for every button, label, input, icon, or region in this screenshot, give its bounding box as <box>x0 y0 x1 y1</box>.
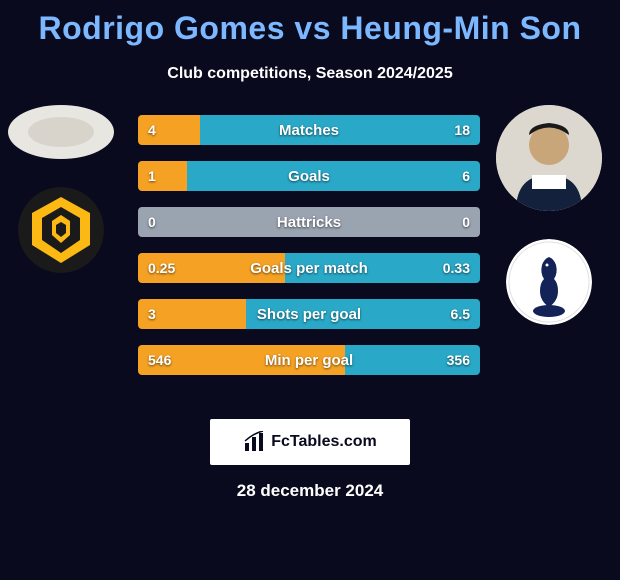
left-player-photo <box>8 105 114 159</box>
source-label: FcTables.com <box>271 433 377 451</box>
right-club-badge <box>506 239 592 325</box>
right-player-photo <box>496 105 602 211</box>
tottenham-badge-icon <box>506 239 592 325</box>
stat-bars-container: 418Matches 16Goals 00Hattricks 0.250.33Goal… <box>138 115 480 391</box>
player-silhouette-icon <box>26 115 96 149</box>
comparison-content: 418Matches 16Goals 00Hattricks 0.250.33Goal… <box>0 105 620 405</box>
stat-label: Matches <box>138 115 480 145</box>
stat-label: Goals per match <box>138 253 480 283</box>
wolves-badge-icon <box>18 187 104 273</box>
stat-label: Shots per goal <box>138 299 480 329</box>
left-player-column <box>8 105 114 273</box>
page-title: Rodrigo Gomes vs Heung-Min Son <box>0 0 620 47</box>
stat-row: 16Goals <box>138 161 480 191</box>
fctables-logo-icon <box>243 431 265 453</box>
stat-row: 00Hattricks <box>138 207 480 237</box>
stat-row: 546356Min per goal <box>138 345 480 375</box>
stat-row: 0.250.33Goals per match <box>138 253 480 283</box>
left-club-badge <box>18 187 104 273</box>
subtitle: Club competitions, Season 2024/2025 <box>0 65 620 83</box>
stat-row: 418Matches <box>138 115 480 145</box>
stat-label: Hattricks <box>138 207 480 237</box>
date-label: 28 december 2024 <box>0 481 620 501</box>
stat-row: 36.5Shots per goal <box>138 299 480 329</box>
stat-label: Min per goal <box>138 345 480 375</box>
player-photo-icon <box>496 105 602 211</box>
right-player-column <box>496 105 602 325</box>
source-badge: FcTables.com <box>210 419 410 465</box>
stat-label: Goals <box>138 161 480 191</box>
